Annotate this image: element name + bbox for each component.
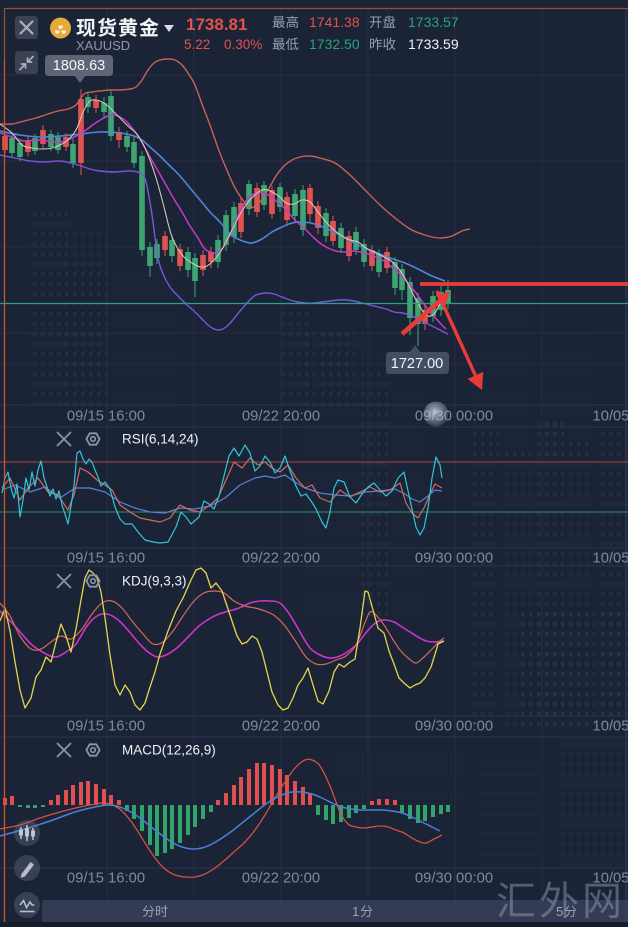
svg-text:1732.50: 1732.50 (309, 36, 360, 52)
svg-text:10/05: 10/05 (592, 871, 628, 887)
svg-text:09/15 16:00: 09/15 16:00 (67, 871, 145, 887)
svg-text:10/05: 10/05 (592, 719, 628, 735)
svg-text:09/30 00:00: 09/30 00:00 (415, 719, 493, 735)
svg-text:09/15 16:00: 09/15 16:00 (67, 551, 145, 567)
svg-text:09/15 16:00: 09/15 16:00 (67, 409, 145, 425)
svg-text:1733.59: 1733.59 (408, 36, 459, 52)
svg-text:1808.63: 1808.63 (53, 58, 105, 74)
svg-text:5.22: 5.22 (184, 37, 210, 52)
svg-text:0.30%: 0.30% (224, 37, 262, 52)
svg-text:10/05: 10/05 (592, 551, 628, 567)
svg-text:XAUUSD: XAUUSD (76, 38, 130, 53)
svg-text:09/30 00:00: 09/30 00:00 (415, 871, 493, 887)
svg-text:1733.57: 1733.57 (408, 14, 459, 30)
svg-text:MACD(12,26,9): MACD(12,26,9) (122, 743, 216, 758)
svg-text:RSI(6,14,24): RSI(6,14,24) (122, 432, 199, 447)
svg-text:1738.81: 1738.81 (186, 15, 247, 34)
svg-text:09/22 20:00: 09/22 20:00 (242, 719, 320, 735)
svg-text:1741.38: 1741.38 (309, 14, 360, 30)
svg-text:09/22 20:00: 09/22 20:00 (242, 409, 320, 425)
svg-text:09/30 00:00: 09/30 00:00 (415, 551, 493, 567)
svg-text:09/22 20:00: 09/22 20:00 (242, 871, 320, 887)
svg-text:10/05: 10/05 (592, 409, 628, 425)
svg-text:KDJ(9,3,3): KDJ(9,3,3) (122, 574, 187, 589)
svg-text:09/15 16:00: 09/15 16:00 (67, 719, 145, 735)
svg-text:09/22 20:00: 09/22 20:00 (242, 551, 320, 567)
svg-text:1: 1 (352, 904, 359, 919)
svg-text:5: 5 (556, 904, 563, 919)
svg-text:1727.00: 1727.00 (391, 356, 443, 372)
